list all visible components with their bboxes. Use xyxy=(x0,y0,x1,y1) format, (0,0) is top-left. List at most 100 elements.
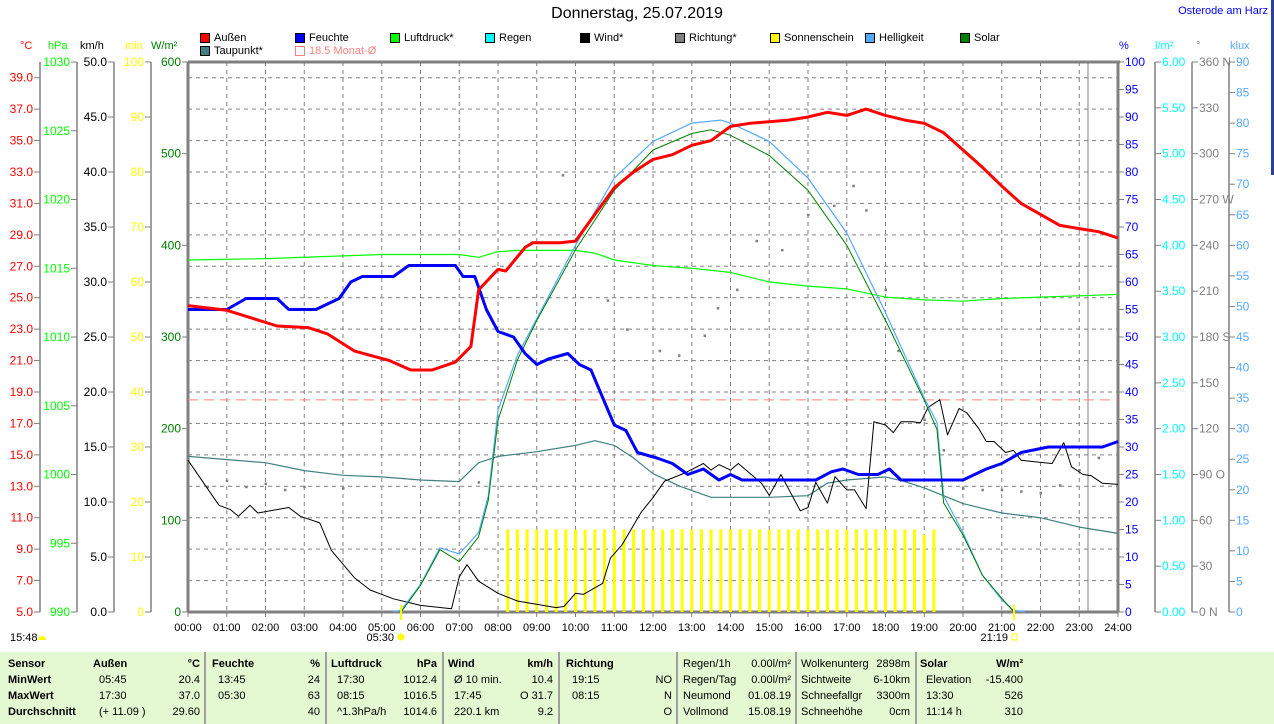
location-link[interactable]: Osterode am Harz xyxy=(1178,5,1268,17)
lux-tick-label: 5 xyxy=(1236,574,1243,588)
sunshine-bar xyxy=(903,529,907,612)
hum-tick-label: 35 xyxy=(1125,413,1139,427)
direction-dot xyxy=(736,288,739,292)
sunshine-bar xyxy=(729,529,732,612)
x-tick-label: 14:00 xyxy=(717,622,745,634)
cell-time: 05:45 xyxy=(99,674,127,686)
temp-tick-label: 11.0 xyxy=(11,511,34,525)
sunshine-bar xyxy=(777,529,781,612)
dir-tick-label: 270 W xyxy=(1199,193,1234,207)
solar-unit-label: W/m² xyxy=(151,40,178,52)
lux-tick-label: 75 xyxy=(1236,147,1250,161)
rain-tick-label: 4.50 xyxy=(1162,193,1186,207)
wind-tick-label: 50.0 xyxy=(84,55,108,69)
dir-tick-label: 60 xyxy=(1199,513,1213,527)
legend-item: Regen xyxy=(485,32,531,44)
series-taupunkt-line xyxy=(187,440,1119,534)
direction-dot xyxy=(561,174,565,177)
pressure-tick-label: 1015 xyxy=(43,261,70,275)
lux-tick-label: 55 xyxy=(1236,269,1250,283)
cell-time: Regen/Tag xyxy=(683,674,737,686)
legend-label: Sonnenschein xyxy=(784,32,854,44)
cell-time: Schneehöhe xyxy=(801,706,863,718)
x-tick-label: 17:00 xyxy=(833,622,861,634)
hum-tick-label: 95 xyxy=(1125,83,1139,97)
lux-tick-label: 80 xyxy=(1236,116,1250,130)
x-tick-label: 13:00 xyxy=(678,622,706,634)
x-tick-label: 15:00 xyxy=(755,622,783,634)
rain-tick-label: 2.00 xyxy=(1162,422,1186,436)
direction-dot xyxy=(283,488,287,492)
cell-time: 08:15 xyxy=(572,690,600,702)
legend-label: Taupunkt* xyxy=(214,45,263,57)
cell-value: 1012.4 xyxy=(403,674,437,686)
column-header: Feuchte xyxy=(212,658,255,670)
sunshine-bar xyxy=(854,529,858,612)
rain-tick-label: 4.00 xyxy=(1162,238,1186,252)
column-header: Richtung xyxy=(566,658,614,670)
sunshine-bar xyxy=(922,535,926,612)
legend-item: Feuchte xyxy=(295,32,349,44)
rain-tick-label: 1.00 xyxy=(1162,513,1186,527)
lux-tick-label: 25 xyxy=(1236,452,1250,466)
x-tick-label: 23:00 xyxy=(1065,622,1093,634)
page-title: Donnerstag, 25.07.2019 xyxy=(551,5,723,22)
temp-tick-label: 15.0 xyxy=(10,448,34,462)
hum-tick-label: 70 xyxy=(1125,220,1139,234)
hum-unit-label: % xyxy=(1119,40,1129,52)
hum-tick-label: 45 xyxy=(1125,358,1139,372)
table-separator xyxy=(204,652,206,724)
sunshine-bar xyxy=(544,529,548,612)
rain-tick-label: 0.50 xyxy=(1162,559,1186,573)
wind-tick-label: 20.0 xyxy=(84,385,108,399)
wind-tick-label: 25.0 xyxy=(84,330,108,344)
legend-label: Regen xyxy=(499,32,532,44)
series-außen-line xyxy=(187,107,1119,372)
direction-dot xyxy=(981,488,984,492)
direction-dot xyxy=(303,485,306,489)
solar-tick-label: 600 xyxy=(161,55,181,69)
direction-dot xyxy=(865,209,868,212)
direction-dot xyxy=(942,449,946,452)
sun-icon xyxy=(397,633,405,641)
x-tick-label: 16:00 xyxy=(794,622,822,634)
row-label: Sensor xyxy=(8,658,46,670)
cell-time: 13:45 xyxy=(218,674,246,686)
legend-item: Wind* xyxy=(580,32,623,44)
lux-tick-label: 65 xyxy=(1236,208,1250,222)
solar-tick-label: 500 xyxy=(161,147,181,161)
direction-dot xyxy=(1058,484,1062,487)
legend-label: 18.5 Monat-Ø xyxy=(309,45,377,57)
legend-swatch-icon xyxy=(485,33,495,43)
row-label: Durchschnitt xyxy=(8,706,76,718)
cell-value: 0.00l/m² xyxy=(751,674,791,686)
sunshine-bar xyxy=(738,529,742,612)
direction-dot xyxy=(342,487,345,490)
cell-value: NO xyxy=(655,674,673,686)
hum-tick-label: 25 xyxy=(1125,468,1139,482)
x-tick-label: 20:00 xyxy=(949,622,977,634)
sunshine-bar xyxy=(709,529,713,612)
legend-swatch-icon xyxy=(960,33,970,43)
x-tick-label: 05:00 xyxy=(368,622,396,634)
series-luftdruck-line xyxy=(187,249,1119,302)
lux-tick-label: 60 xyxy=(1236,238,1250,252)
legend-label: Solar xyxy=(974,32,1000,44)
x-tick-label: 11:00 xyxy=(601,622,628,634)
wind-tick-label: 10.0 xyxy=(84,495,108,509)
direction-dot xyxy=(962,487,965,490)
x-tick-label: 10:00 xyxy=(562,622,590,634)
sunshine-bar xyxy=(564,529,568,612)
legend-swatch-icon xyxy=(865,33,875,43)
sun-tick-label: 60 xyxy=(131,275,145,289)
direction-dot xyxy=(923,418,926,421)
cell-time: 08:15 xyxy=(337,690,365,702)
column-header: Solar xyxy=(920,658,948,670)
hum-tick-label: 55 xyxy=(1125,303,1139,317)
series-helligkeit-line xyxy=(393,119,1026,613)
sunshine-bar xyxy=(874,529,878,612)
cell-value: 63 xyxy=(307,690,320,702)
sun-tick-label: 10 xyxy=(131,550,145,564)
legend-item: Außen xyxy=(200,32,246,44)
legend-swatch-icon xyxy=(390,33,400,43)
